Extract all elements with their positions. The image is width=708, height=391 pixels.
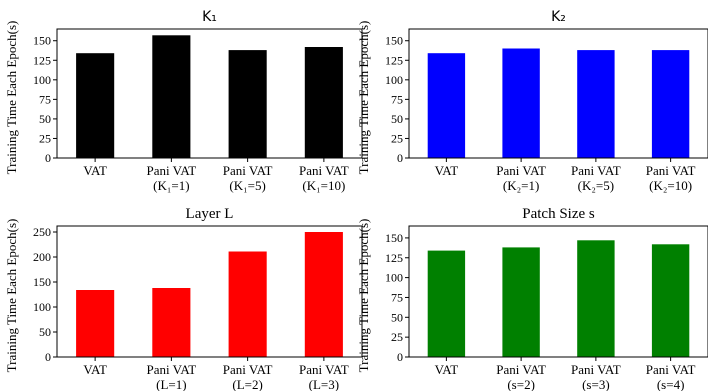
y-tick-label: 125: [385, 53, 403, 67]
y-tick-label: 50: [391, 310, 403, 324]
x-tick-label: Pani VAT: [147, 163, 197, 178]
chart-title: K₂: [551, 9, 566, 25]
bar-4-4: [651, 244, 690, 357]
bar-4-3: [577, 240, 615, 357]
y-tick-label: 0: [397, 350, 403, 364]
bar-3-1: [76, 290, 115, 357]
bar-1-3: [228, 50, 267, 158]
y-tick-label: 150: [385, 34, 403, 48]
bar-3-2: [152, 288, 191, 357]
y-tick-label: 50: [39, 112, 51, 126]
y-tick-label: 250: [33, 225, 51, 239]
y-tick-label: 125: [385, 251, 403, 265]
x-tick-label: (s=2): [507, 377, 535, 391]
x-tick-label: Pani VAT: [299, 362, 349, 377]
bar-4-1: [427, 250, 466, 357]
x-tick-label: (L=1): [156, 377, 186, 391]
axes-frame: [56, 225, 363, 358]
y-tick-label: 0: [45, 151, 51, 165]
bar-1-4: [304, 47, 343, 158]
x-tick-label: Pani VAT: [646, 362, 696, 377]
x-tick-label: (L=3): [309, 377, 339, 391]
y-tick-label: 50: [39, 325, 51, 339]
axes-frame: [408, 225, 708, 358]
bar-1-2: [152, 35, 191, 158]
x-tick-label: Pani VAT: [147, 362, 197, 377]
y-tick-label: 150: [33, 275, 51, 289]
y-tick-label: 25: [391, 131, 403, 145]
y-tick-label: 150: [385, 231, 403, 245]
y-axis-label: Training Time Each Epoch(s): [4, 219, 19, 373]
y-tick-label: 125: [33, 53, 51, 67]
x-tick-label: (s=4): [657, 377, 685, 391]
x-tick-label: VAT: [83, 163, 107, 178]
y-tick-label: 75: [391, 92, 403, 106]
bar-3-3: [228, 251, 267, 357]
bar-2-1: [427, 53, 466, 159]
x-tick-label: VAT: [435, 163, 459, 178]
x-tick-label: VAT: [83, 362, 107, 377]
x-tick-label: (K₂=10): [649, 178, 692, 193]
x-tick-label: Pani VAT: [223, 163, 273, 178]
x-tick-label: (K₂=1): [503, 178, 539, 193]
chart-title: Layer L: [186, 206, 234, 222]
x-tick-label: (K₁=1): [153, 178, 189, 193]
y-tick-label: 150: [33, 34, 51, 48]
x-tick-label: Pani VAT: [646, 163, 696, 178]
axes-frame: [56, 28, 363, 159]
bar-2-2: [502, 48, 540, 158]
bar-2-3: [577, 50, 615, 158]
y-tick-label: 25: [39, 131, 51, 145]
x-tick-label: Pani VAT: [496, 163, 546, 178]
bar-1-1: [76, 53, 115, 159]
axes-frame: [408, 28, 708, 159]
y-tick-label: 0: [45, 350, 51, 364]
x-tick-label: (K₁=10): [302, 178, 345, 193]
y-tick-label: 75: [39, 92, 51, 106]
y-tick-label: 100: [33, 300, 51, 314]
bar-3-4: [304, 232, 343, 357]
x-tick-label: Pani VAT: [496, 362, 546, 377]
x-tick-label: Pani VAT: [571, 362, 621, 377]
x-tick-label: VAT: [435, 362, 459, 377]
y-tick-label: 0: [397, 151, 403, 165]
y-tick-label: 50: [391, 112, 403, 126]
y-axis-label: Training Time Each Epoch(s): [356, 219, 371, 373]
y-tick-label: 200: [33, 250, 51, 264]
y-tick-label: 25: [391, 330, 403, 344]
chart-title: K₁: [202, 9, 217, 25]
y-tick-label: 100: [385, 73, 403, 87]
x-tick-label: (K₁=5): [229, 178, 265, 193]
chart-title: Patch Size s: [522, 206, 595, 222]
y-axis-label: Training Time Each Epoch(s): [356, 21, 371, 175]
bar-4-2: [502, 247, 540, 357]
x-tick-label: Pani VAT: [299, 163, 349, 178]
x-tick-label: (s=3): [582, 377, 610, 391]
y-tick-label: 100: [385, 271, 403, 285]
y-tick-label: 75: [391, 290, 403, 304]
x-tick-label: Pani VAT: [223, 362, 273, 377]
y-axis-label: Training Time Each Epoch(s): [4, 21, 19, 175]
x-tick-label: (K₂=5): [578, 178, 614, 193]
x-tick-label: (L=2): [232, 377, 262, 391]
bar-2-4: [651, 50, 690, 158]
x-tick-label: Pani VAT: [571, 163, 621, 178]
y-tick-label: 100: [33, 73, 51, 87]
